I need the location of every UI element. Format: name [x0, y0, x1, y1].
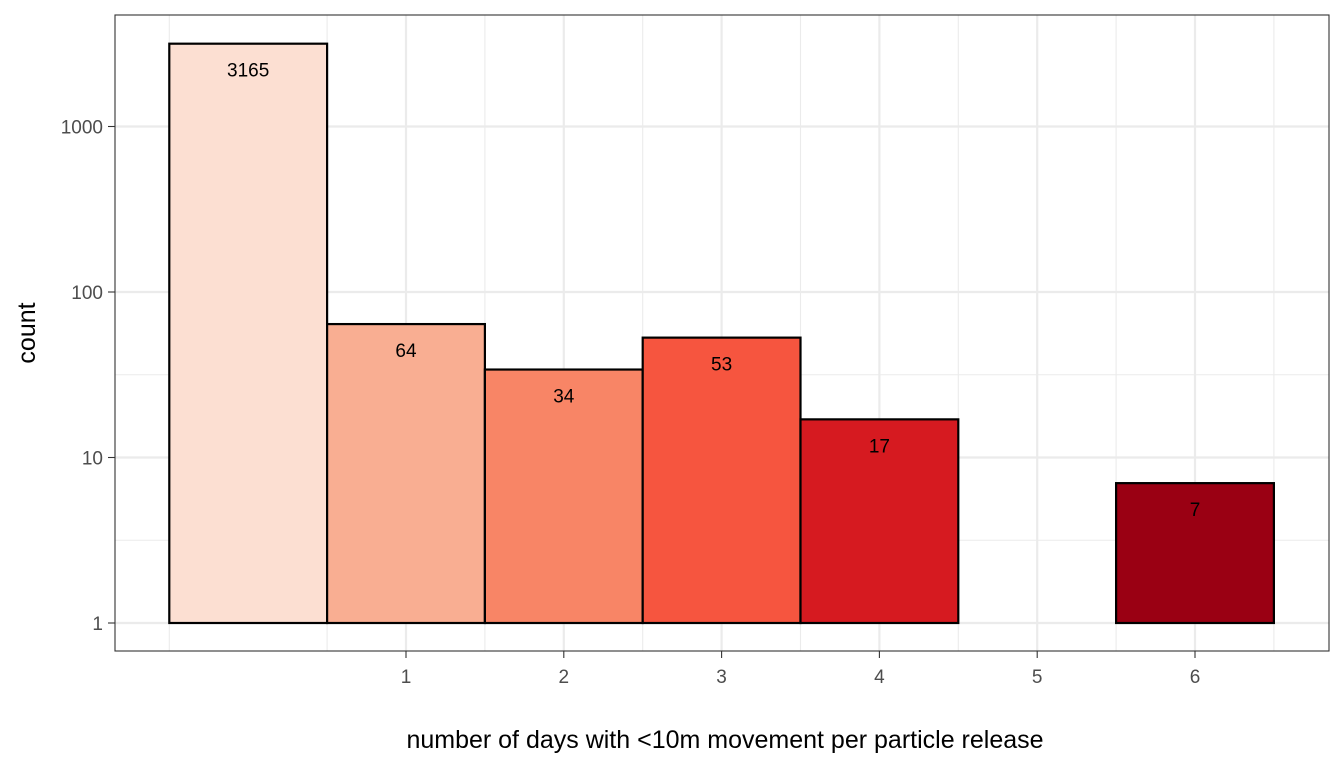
y-tick-label-1: 1 [92, 614, 103, 635]
bar-value-labels: 3165 64 34 53 17 7 [227, 61, 1200, 521]
x-tick-label-6: 6 [1190, 667, 1201, 688]
bars [168, 42, 1275, 625]
y-tick-label-10: 10 [82, 449, 103, 470]
bar-label-64: 64 [395, 341, 417, 362]
bar-64 [326, 322, 487, 625]
bar-label-17: 17 [869, 436, 890, 457]
x-tick-label-2: 2 [559, 667, 570, 688]
bar-label-7: 7 [1190, 500, 1201, 521]
bar-label-34: 34 [553, 387, 575, 408]
bar-53 [641, 336, 802, 625]
bar-17 [799, 418, 960, 625]
x-tick-label-1: 1 [401, 667, 412, 688]
x-tick-label-3: 3 [716, 667, 727, 688]
y-axis: 1 10 100 1000 [61, 118, 115, 635]
y-tick-label-100: 100 [71, 283, 103, 304]
bar-7 [1114, 482, 1275, 625]
x-axis: 1 2 3 4 5 6 [401, 651, 1201, 688]
x-tick-label-4: 4 [874, 667, 885, 688]
bar-34 [483, 368, 644, 625]
x-tick-label-5: 5 [1032, 667, 1043, 688]
bar-label-3165: 3165 [227, 61, 269, 82]
x-axis-title: number of days with <10m movement per pa… [406, 726, 1043, 754]
y-tick-label-1000: 1000 [61, 118, 103, 139]
bar-label-53: 53 [711, 355, 732, 376]
y-axis-title: count [13, 302, 41, 363]
bar-3165 [168, 42, 329, 625]
